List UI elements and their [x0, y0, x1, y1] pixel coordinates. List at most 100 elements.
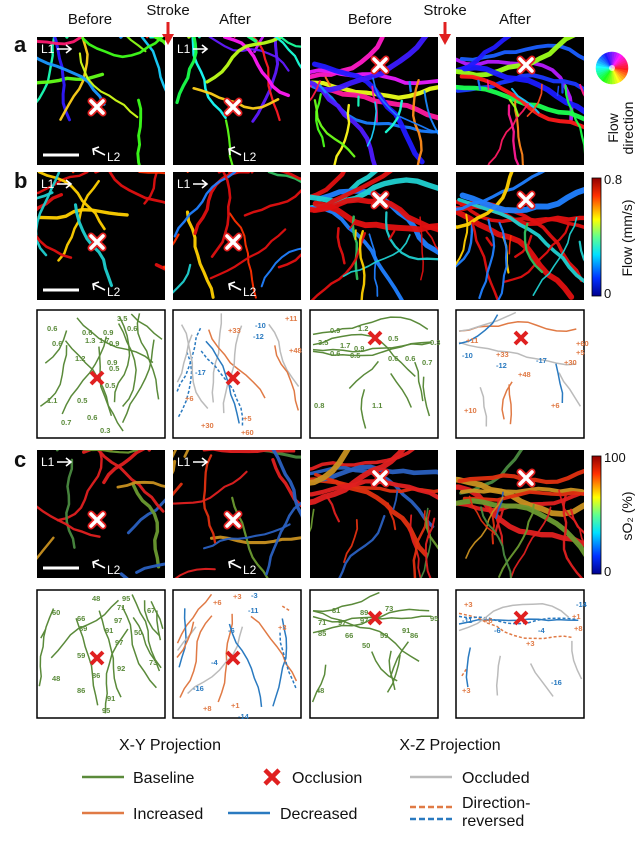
trace-label: 0.6 — [330, 349, 340, 358]
trace-label: 0.6 — [52, 339, 62, 348]
legend-occlusion — [265, 770, 279, 784]
trace-label: +33 — [228, 326, 241, 335]
vessel-label: L2 — [107, 285, 121, 299]
trace-label: -14 — [576, 600, 588, 609]
column-header: Before — [348, 11, 392, 28]
trace-label: 97 — [115, 638, 123, 647]
trace-label: +3 — [462, 686, 471, 695]
trace-label: +60 — [241, 428, 254, 437]
trace-label: 1.7 — [340, 341, 350, 350]
trace-label: 97 — [338, 618, 346, 627]
trace-label: 1.2 — [75, 354, 85, 363]
trace-label: 91 — [107, 694, 115, 703]
panel-letter: a — [14, 32, 27, 57]
trace-label: -11 — [462, 616, 472, 625]
trace-label: 0.5 — [105, 381, 115, 390]
colorbar — [592, 178, 601, 296]
vessel-label: L1 — [41, 177, 55, 191]
trace-label: 0.6 — [87, 413, 97, 422]
trace-label: -6 — [494, 626, 501, 635]
trace-label: -12 — [253, 332, 264, 341]
column-header: After — [219, 11, 251, 28]
vessel-label: L2 — [107, 563, 121, 577]
trace-label: +1 — [231, 701, 240, 710]
trace-label: 97 — [360, 616, 368, 625]
trace-label: -17 — [195, 368, 206, 377]
trace-label: +6 — [484, 616, 493, 625]
trace-label: 92 — [117, 664, 125, 673]
vessel — [558, 87, 559, 96]
column-header: Stroke — [146, 2, 189, 19]
vessel-label: L2 — [107, 150, 121, 164]
trace-label: 0.7 — [422, 358, 432, 367]
trace-label: +6 — [551, 401, 560, 410]
trace-label: +10 — [464, 406, 477, 415]
trace-label: 1.1 — [372, 401, 382, 410]
trace-label: +3 — [278, 623, 287, 632]
colorbar-tick: 0 — [604, 564, 611, 579]
trace-label: 0.6 — [47, 324, 57, 333]
legend-label: Increased — [133, 806, 203, 823]
trace-label: 67 — [147, 606, 155, 615]
trace-label: -11 — [248, 606, 258, 615]
trace-label: -4 — [538, 626, 545, 635]
vessel-label: L1 — [177, 42, 191, 56]
colorbar — [592, 456, 601, 574]
trace-label: +3 — [526, 639, 535, 648]
legend-label: Decreased — [280, 806, 357, 823]
trace-label: 0.6 — [405, 354, 415, 363]
trace-label: 0.6 — [127, 324, 137, 333]
trace-label: 66 — [77, 614, 85, 623]
vessel-label: L1 — [177, 455, 191, 469]
trace-label: 85 — [318, 629, 326, 638]
panel-letter: c — [14, 447, 26, 472]
trace-label: +3 — [233, 592, 242, 601]
trace-label: 0.5 — [109, 364, 119, 373]
colorbar-tick: 0.8 — [604, 172, 622, 187]
trace-label: 0.9 — [330, 326, 340, 335]
trace-label: 1.1 — [47, 396, 57, 405]
trace-label: +33 — [496, 350, 509, 359]
tracing-panel — [456, 590, 584, 718]
color-wheel-center — [609, 65, 615, 71]
vessel-label: L2 — [243, 150, 257, 164]
trace-label: 59 — [77, 651, 85, 660]
vessel-label: L1 — [41, 42, 55, 56]
trace-label: 95 — [122, 594, 130, 603]
trace-label: 0.7 — [61, 418, 71, 427]
colorbar-tick: 0 — [604, 286, 611, 301]
trace-label: 1.7 — [99, 336, 109, 345]
trace-label: +30 — [201, 421, 214, 430]
vessel-label: L2 — [243, 563, 257, 577]
trace-label: +11 — [466, 336, 478, 345]
trace-label: 73 — [149, 658, 157, 667]
trace-label: -16 — [193, 684, 204, 693]
trace-label: -10 — [462, 351, 473, 360]
trace-label: 97 — [114, 616, 122, 625]
trace-label: 3.5 — [318, 338, 328, 347]
trace-label: -12 — [496, 361, 507, 370]
trace-label: 0.5 — [77, 396, 87, 405]
trace-label: 48 — [316, 686, 324, 695]
trace-label: 89 — [79, 624, 87, 633]
trace-label: -3 — [251, 591, 258, 600]
trace-label: 50 — [134, 628, 142, 637]
panel-letter: b — [14, 168, 27, 193]
trace-label: -10 — [255, 321, 266, 330]
projection-label: X-Z Projection — [399, 737, 500, 754]
trace-label: 81 — [332, 606, 340, 615]
trace-label: +6 — [185, 394, 194, 403]
trace-label: 60 — [52, 608, 60, 617]
colorbar-label: sO₂ (%) — [619, 492, 635, 541]
trace-label: +48 — [289, 346, 302, 355]
trace-label: +48 — [518, 370, 531, 379]
trace-label: +6 — [213, 598, 222, 607]
trace-label: 0.3 — [100, 426, 110, 435]
vessel-label: L2 — [243, 285, 257, 299]
stroke-arrow-head — [439, 34, 451, 45]
trace-label: 95 — [102, 706, 110, 715]
legend-label: Occluded — [462, 770, 530, 787]
vessel — [355, 230, 356, 239]
colorbar-label: Flow (mm/s) — [619, 200, 635, 277]
column-header: After — [499, 11, 531, 28]
